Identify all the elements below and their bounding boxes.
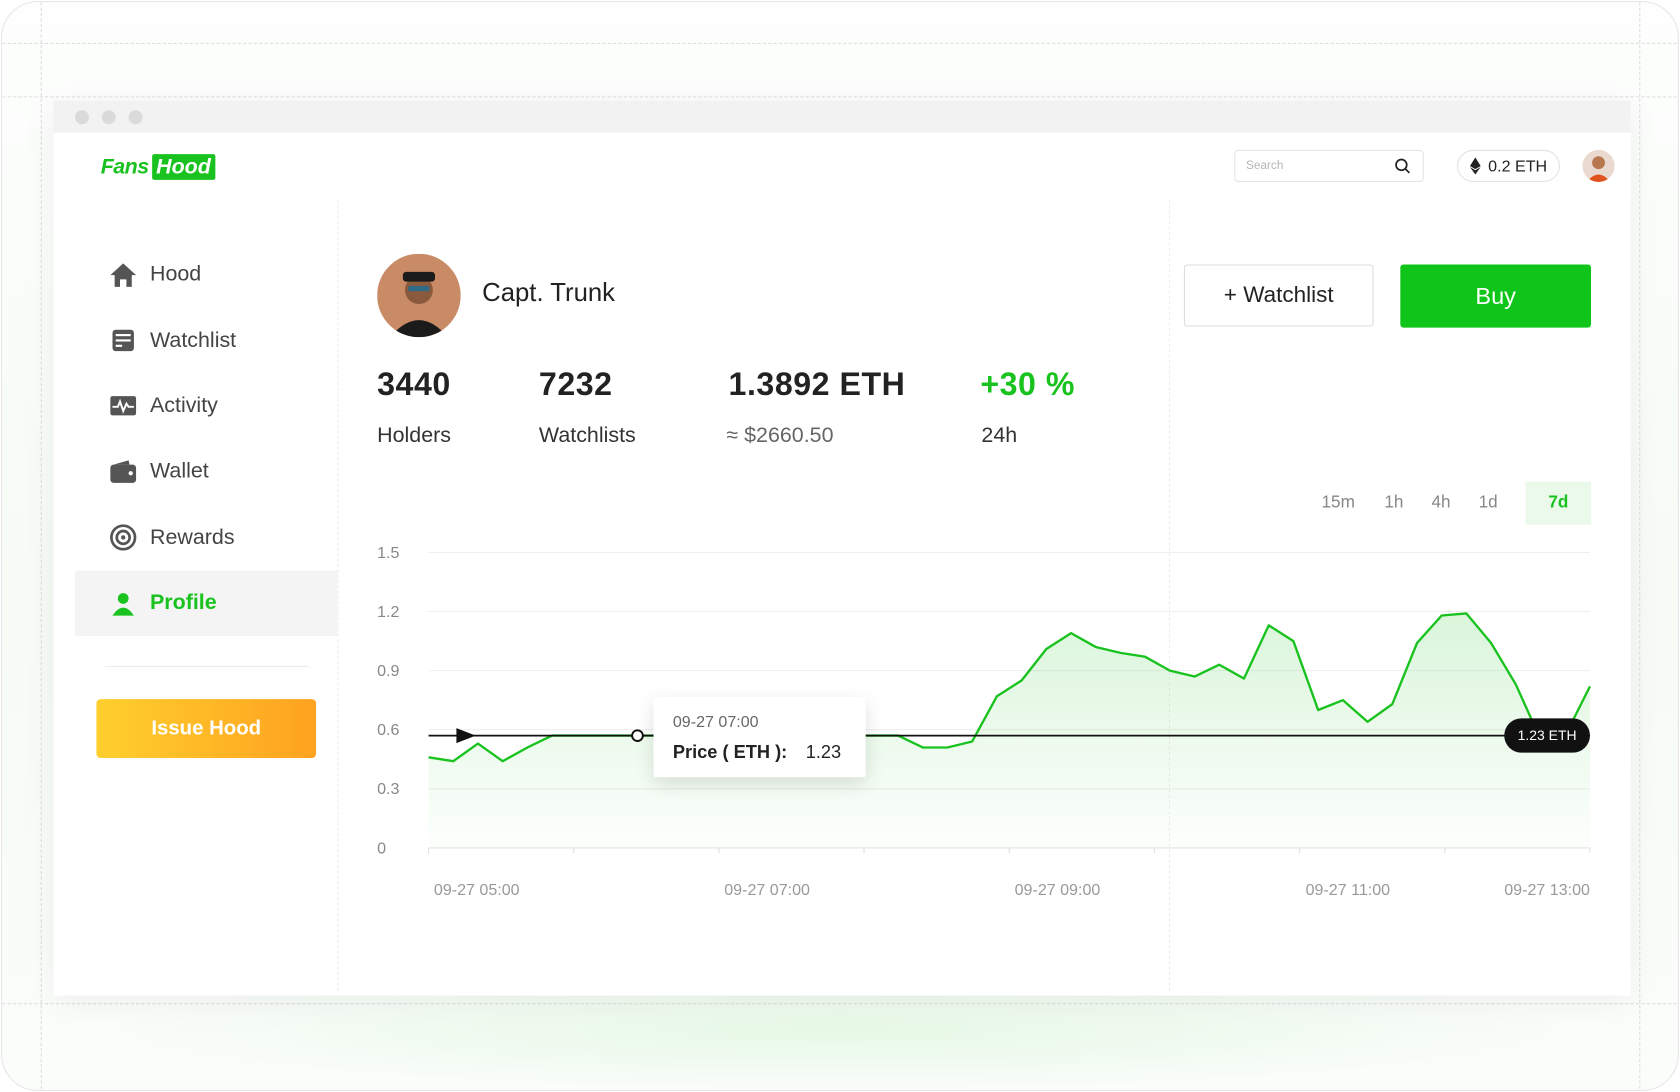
app-logo[interactable]: Fans Hood (100, 154, 216, 180)
eth-balance: 0.2 ETH (1488, 156, 1548, 176)
buy-button[interactable]: Buy (1400, 264, 1592, 328)
bg-grid-line (2, 42, 1678, 44)
x-tick-label: 09-27 05:00 (434, 881, 520, 899)
change-label: 24h (981, 423, 1018, 448)
hover-point (631, 729, 644, 742)
tooltip-value: 1.23 (805, 741, 842, 763)
sidebar-item-wallet[interactable]: Wallet (75, 439, 337, 505)
sidebar-item-label: Activity (149, 393, 218, 418)
sidebar-item-rewards[interactable]: Rewards (75, 505, 337, 571)
user-icon (109, 590, 137, 618)
price-chart[interactable]: 00.30.60.91.21.509-27 05:00 09-27 07:00 09… (54, 101, 1631, 915)
search-box (1234, 149, 1424, 183)
price-area (428, 613, 1590, 848)
current-price-badge: 1.23 ETH (1504, 718, 1590, 753)
app-window: Fans Hood 0.2 ETH (53, 100, 1631, 996)
sidebar-divider (337, 199, 339, 992)
x-tick-label: 09-27 07:00 (724, 881, 810, 899)
bg-grid-line (2, 1003, 1678, 1005)
activity-icon (109, 392, 137, 420)
bg-grid-line (2, 96, 1678, 98)
y-tick-label: 1.2 (377, 603, 399, 621)
user-avatar[interactable] (1582, 149, 1615, 183)
add-watchlist-button[interactable]: + Watchlist (1183, 264, 1374, 327)
sidebar-item-activity[interactable]: Activity (75, 373, 337, 439)
timeframe-15m[interactable]: 15m (1321, 493, 1355, 512)
tooltip-label: Price ( ETH ): (672, 741, 788, 763)
price-usd: ≈ $2660.50 (726, 423, 834, 448)
sidebar-item-label: Profile (149, 591, 217, 615)
y-tick-label: 0.6 (377, 721, 399, 739)
sidebar-nav: Hood Watchlist Activity (74, 242, 338, 637)
search-icon[interactable] (1394, 157, 1411, 174)
y-tick-label: 0.9 (377, 662, 399, 680)
ethereum-icon (1469, 157, 1481, 175)
timeframe-4h[interactable]: 4h (1431, 493, 1451, 512)
home-icon (109, 261, 137, 289)
logo-hood: Hood (151, 154, 216, 180)
wallet-icon (109, 458, 137, 486)
issue-hood-button[interactable]: Issue Hood (96, 699, 317, 758)
eth-balance-pill[interactable]: 0.2 ETH (1457, 149, 1560, 183)
profile-avatar (377, 253, 461, 338)
timeframe-1h[interactable]: 1h (1384, 493, 1404, 512)
x-tick-label: 09-27 11:00 (1306, 881, 1391, 899)
x-tick-label: 09-27 13:00 (1504, 881, 1590, 899)
y-tick-label: 1.5 (377, 544, 399, 562)
watchlist-icon (109, 327, 137, 355)
timeframe-7d[interactable]: 7d (1525, 481, 1592, 525)
bg-grid-line (40, 2, 42, 1090)
x-tick-label: 09-27 09:00 (1015, 881, 1101, 899)
watchlists-label: Watchlists (538, 423, 636, 448)
sidebar-item-watchlist[interactable]: Watchlist (75, 308, 337, 374)
sidebar-separator (104, 665, 309, 667)
window-dot-icon[interactable] (74, 110, 89, 125)
profile-name: Capt. Trunk (482, 278, 616, 308)
window-dot-icon[interactable] (128, 110, 143, 125)
rewards-icon (109, 524, 137, 552)
sidebar-item-label: Wallet (149, 459, 209, 484)
window-dot-icon[interactable] (101, 110, 116, 125)
change-value: +30 % (980, 367, 1076, 403)
y-tick-label: 0.3 (377, 780, 399, 798)
sidebar-item-profile[interactable]: Profile (74, 570, 338, 637)
reference-arrow-icon (456, 728, 476, 744)
sidebar-item-label: Watchlist (149, 328, 237, 352)
logo-fans: Fans (100, 154, 149, 179)
tooltip-date: 09-27 07:00 (672, 713, 759, 732)
chart-tooltip: 09-27 07:00 Price ( ETH ): 1.23 (653, 696, 866, 778)
sidebar-item-label: Hood (149, 262, 202, 287)
price-value: 1.3892 ETH (728, 367, 906, 403)
holders-value: 3440 (377, 367, 451, 403)
window-titlebar (53, 100, 1631, 133)
search-input[interactable] (1246, 157, 1386, 175)
bg-grid-line (1639, 2, 1641, 1090)
content-guide (1168, 199, 1170, 992)
holders-label: Holders (377, 423, 451, 448)
sidebar-item-hood[interactable]: Hood (75, 242, 337, 308)
sidebar-item-label: Rewards (149, 525, 235, 549)
watchlists-value: 7232 (538, 367, 613, 403)
timeframe-1d[interactable]: 1d (1478, 493, 1498, 512)
y-tick-label: 0 (377, 839, 386, 857)
